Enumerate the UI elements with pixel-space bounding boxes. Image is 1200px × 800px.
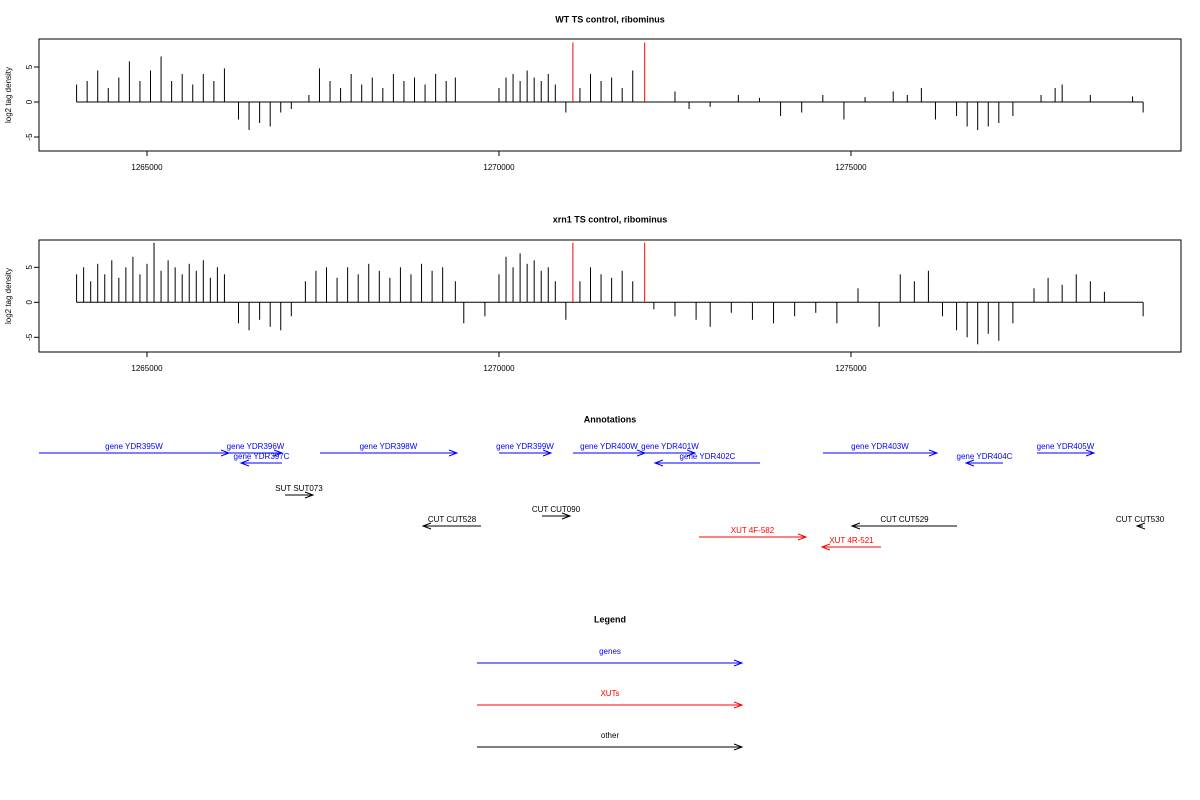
feature-label: gene YDR400W bbox=[580, 442, 638, 451]
y-tick-label: 5 bbox=[25, 64, 34, 69]
x-tick-label: 1265000 bbox=[131, 364, 163, 373]
feature-label: gene YDR399W bbox=[496, 442, 554, 451]
annotations-title: Annotations bbox=[584, 414, 637, 424]
x-tick-label: 1270000 bbox=[483, 364, 515, 373]
feature-label: SUT SUT073 bbox=[275, 484, 323, 493]
feature-arrow-head bbox=[304, 491, 315, 499]
feature-arrow-head bbox=[820, 543, 831, 551]
legend-label: other bbox=[601, 731, 620, 740]
x-tick-label: 1265000 bbox=[131, 163, 163, 172]
y-tick-label: 0 bbox=[25, 99, 34, 104]
feature-arrow-head bbox=[686, 449, 697, 457]
feature-label: XUT 4F-582 bbox=[731, 526, 775, 535]
y-tick-label: -5 bbox=[25, 333, 34, 341]
y-tick-label: 5 bbox=[25, 265, 34, 270]
feature-label: gene YDR405W bbox=[1037, 442, 1095, 451]
x-tick-label: 1275000 bbox=[835, 364, 867, 373]
feature-label: gene YDR395W bbox=[105, 442, 163, 451]
feature-label: gene YDR397C bbox=[234, 452, 290, 461]
feature-arrow-head bbox=[1085, 449, 1096, 457]
y-axis-label: log2 tag density bbox=[4, 268, 13, 324]
feature-arrow-head bbox=[653, 459, 664, 467]
feature-label: gene YDR396W bbox=[227, 442, 285, 451]
feature-arrow-head bbox=[964, 459, 975, 467]
feature-label: gene YDR398W bbox=[360, 442, 418, 451]
x-tick-label: 1270000 bbox=[483, 163, 515, 172]
plot-frame bbox=[38, 239, 1182, 353]
panel-title: xrn1 TS control, ribominus bbox=[553, 214, 668, 224]
feature-label: CUT CUT529 bbox=[880, 515, 929, 524]
feature-label: gene YDR404C bbox=[957, 452, 1013, 461]
feature-label: gene YDR403W bbox=[851, 442, 909, 451]
feature-arrow-head bbox=[239, 459, 250, 467]
legend-title: Legend bbox=[594, 614, 626, 624]
legend-arrow-head bbox=[733, 659, 744, 667]
feature-label: XUT 4R-521 bbox=[829, 536, 874, 545]
feature-arrow-head bbox=[273, 449, 284, 457]
y-axis-label: log2 tag density bbox=[4, 67, 13, 123]
y-tick-label: 0 bbox=[25, 300, 34, 305]
feature-label: CUT CUT090 bbox=[532, 505, 581, 514]
feature-arrow-head bbox=[542, 449, 553, 457]
legend-label: genes bbox=[599, 647, 621, 656]
feature-label: gene YDR401W bbox=[641, 442, 699, 451]
feature-arrow-head bbox=[797, 533, 808, 541]
plot-frame bbox=[38, 38, 1182, 152]
legend-arrow-head bbox=[733, 743, 744, 751]
feature-arrow-head bbox=[928, 449, 939, 457]
feature-arrow-head bbox=[448, 449, 459, 457]
feature-arrow-head bbox=[561, 512, 572, 520]
legend-arrow-head bbox=[733, 701, 744, 709]
feature-label: gene YDR402C bbox=[680, 452, 736, 461]
feature-arrow-head bbox=[850, 522, 861, 530]
feature-arrow-head bbox=[1135, 522, 1146, 530]
feature-label: CUT CUT530 bbox=[1116, 515, 1165, 524]
x-tick-label: 1275000 bbox=[835, 163, 867, 172]
feature-label: CUT CUT528 bbox=[428, 515, 477, 524]
feature-arrow-head bbox=[421, 522, 432, 530]
legend-label: XUTs bbox=[600, 689, 619, 698]
panel-title: WT TS control, ribominus bbox=[555, 14, 665, 24]
y-tick-label: -5 bbox=[25, 133, 34, 141]
